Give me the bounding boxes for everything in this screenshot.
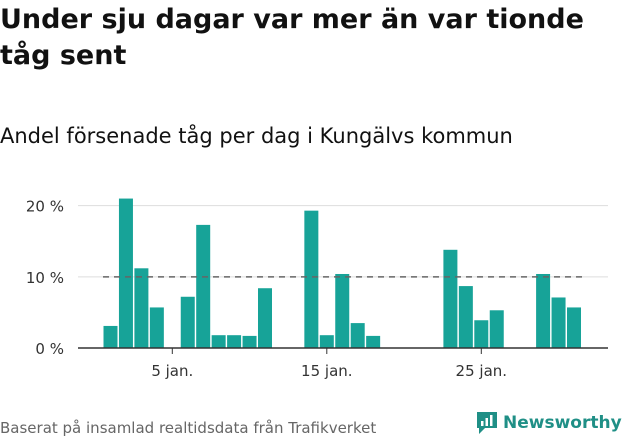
bar [258,288,272,348]
brand-name: Newsworthy [503,413,622,433]
bar [242,335,257,348]
y-tick-label: 0 % [35,340,64,358]
bar [118,198,133,348]
source-note: Baserat på insamlad realtidsdata från Tr… [0,419,377,437]
bar-chart: 0 % 10 % 20 % 5 jan. 15 jan. 25 jan. [26,198,608,380]
bar [335,273,350,348]
bar [304,210,319,348]
bar [443,249,458,348]
bar [180,296,195,348]
bar [134,268,149,348]
chart-subtitle: Andel försenade tåg per dag i Kungälvs k… [0,124,513,148]
bar [103,325,118,348]
bar [458,286,473,348]
x-tick-label: 5 jan. [151,362,193,380]
bar [567,307,581,348]
x-tick-label: 15 jan. [301,362,353,380]
bar [319,335,334,348]
bar [551,297,566,348]
bar [536,273,551,348]
y-tick-label: 20 % [26,198,64,216]
bar [489,310,504,348]
x-tick-label: 25 jan. [456,362,508,380]
bar [149,307,164,348]
bar [474,320,489,348]
bar [366,335,381,348]
y-tick-label: 10 % [26,269,64,287]
bar [196,224,211,348]
bar [211,335,226,348]
bar [227,335,242,348]
bar [350,323,365,348]
chart-title: Under sju dagar var mer än var tionde tå… [0,4,584,71]
newsworthy-logo: Newsworthy [475,409,622,437]
newsworthy-logo-icon [477,412,497,434]
